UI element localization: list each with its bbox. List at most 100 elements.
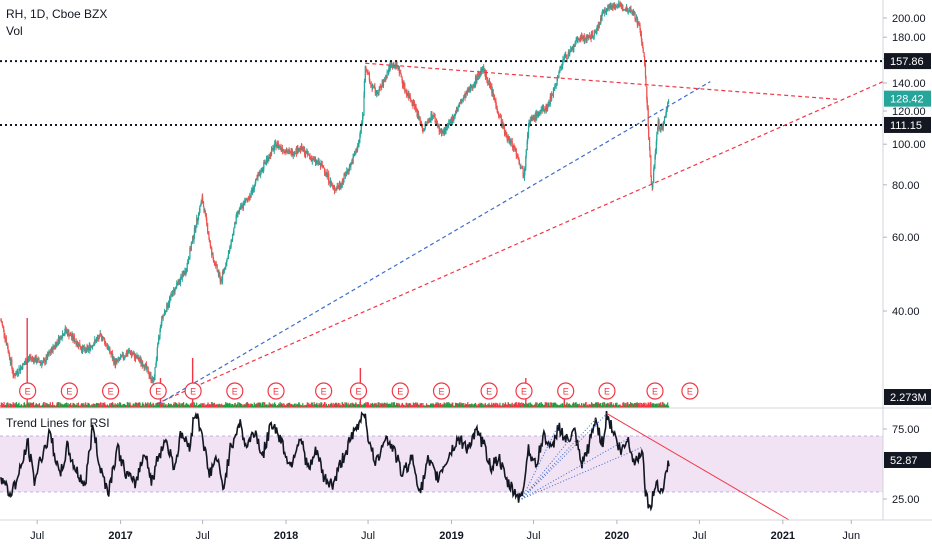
volume-bar: [240, 403, 242, 408]
candle-body: [121, 354, 123, 356]
volume-bar: [565, 404, 567, 408]
level-badge: [884, 116, 931, 133]
candle-body: [151, 377, 153, 382]
candle-body: [10, 359, 12, 364]
volume-bar: [203, 402, 205, 408]
volume-bar: [25, 405, 27, 408]
candle-body: [430, 114, 432, 121]
volume-bar: [244, 404, 246, 408]
volume-bar: [66, 402, 68, 408]
candle-body: [284, 151, 287, 154]
volume-bar: [663, 404, 665, 408]
candle-body: [429, 119, 431, 122]
volume-bar: [196, 405, 198, 408]
candle-body: [259, 172, 261, 175]
candle-body: [263, 162, 265, 169]
volume-bar: [188, 405, 190, 408]
volume-bar: [56, 402, 58, 408]
volume-bar: [541, 403, 544, 408]
level-badge: [884, 53, 931, 70]
candle-body: [90, 346, 92, 350]
volume-bar: [423, 405, 425, 408]
volume-bar: [181, 403, 183, 408]
earnings-marker: [226, 382, 244, 400]
candle-body: [143, 366, 145, 369]
volume-bar: [77, 402, 80, 408]
volume-bar: [344, 404, 347, 408]
candle-body: [278, 145, 280, 148]
volume-bar: [342, 403, 344, 408]
candle-body: [490, 86, 492, 87]
trendline-red-1: [155, 81, 884, 405]
candle-body: [275, 142, 277, 148]
candle-body: [220, 279, 222, 283]
volume-bar: [457, 403, 459, 408]
candle-body: [565, 54, 567, 58]
candle-body: [53, 346, 55, 348]
candle-body: [544, 109, 546, 111]
earnings-marker-label: E: [190, 387, 196, 397]
candle-body: [237, 210, 239, 214]
volume-bar: [110, 403, 113, 408]
candle-body: [654, 150, 657, 157]
volume-bar: [546, 402, 548, 408]
candle-body: [415, 107, 417, 111]
volume-bar: [657, 403, 659, 408]
candle-body: [360, 124, 362, 132]
volume-bar: [132, 403, 134, 408]
volume-bar: [105, 405, 107, 408]
volume-bar: [418, 404, 420, 408]
volume-bar: [206, 404, 208, 408]
candle-body: [442, 130, 444, 134]
volume-bar: [14, 403, 16, 408]
volume-bar: [435, 403, 438, 408]
candle-body: [352, 156, 354, 164]
candle-body: [328, 181, 330, 183]
volume-bar: [615, 403, 617, 408]
volume-bar: [648, 403, 650, 408]
volume-bar: [325, 403, 327, 408]
candle-body: [18, 368, 20, 374]
rsi-pane[interactable]: [0, 410, 883, 521]
volume-bar: [649, 402, 651, 408]
volume-bar: [361, 405, 363, 408]
candle-body: [345, 174, 347, 177]
candle-body: [599, 23, 601, 24]
candle-body: [210, 245, 212, 248]
candle-body: [607, 5, 609, 9]
volume-bar: [555, 403, 557, 408]
volume-bar: [503, 404, 506, 408]
candle-body: [630, 8, 632, 12]
candle-body: [355, 149, 357, 153]
candle-body: [525, 150, 527, 156]
candle-body: [257, 175, 259, 179]
volume-bar: [22, 405, 24, 408]
volume-bar: [36, 404, 38, 408]
candle-body: [461, 100, 463, 104]
candle-body: [431, 116, 434, 118]
volume-bar: [271, 404, 273, 408]
volume-bar: [653, 403, 655, 408]
volume-bar: [522, 403, 525, 408]
candle-body: [225, 265, 227, 268]
volume-bar: [75, 405, 77, 408]
candle-body: [460, 102, 462, 104]
volume-bar: [482, 403, 484, 408]
volume-bar: [289, 402, 291, 408]
volume-bar: [622, 402, 624, 408]
volume-bar: [609, 403, 612, 408]
volume-bar: [599, 404, 601, 408]
volume-bar: [236, 404, 238, 408]
volume-bar: [350, 403, 352, 408]
volume-bar: [403, 404, 405, 408]
candle-body: [439, 130, 442, 132]
candle-body: [493, 96, 496, 100]
candle-body: [261, 169, 264, 172]
last-price-badge-text: 128.42: [890, 94, 924, 106]
candle-body: [154, 367, 156, 377]
volume-bar: [627, 405, 629, 408]
volume-bar: [305, 404, 307, 408]
candle-body: [645, 75, 647, 87]
